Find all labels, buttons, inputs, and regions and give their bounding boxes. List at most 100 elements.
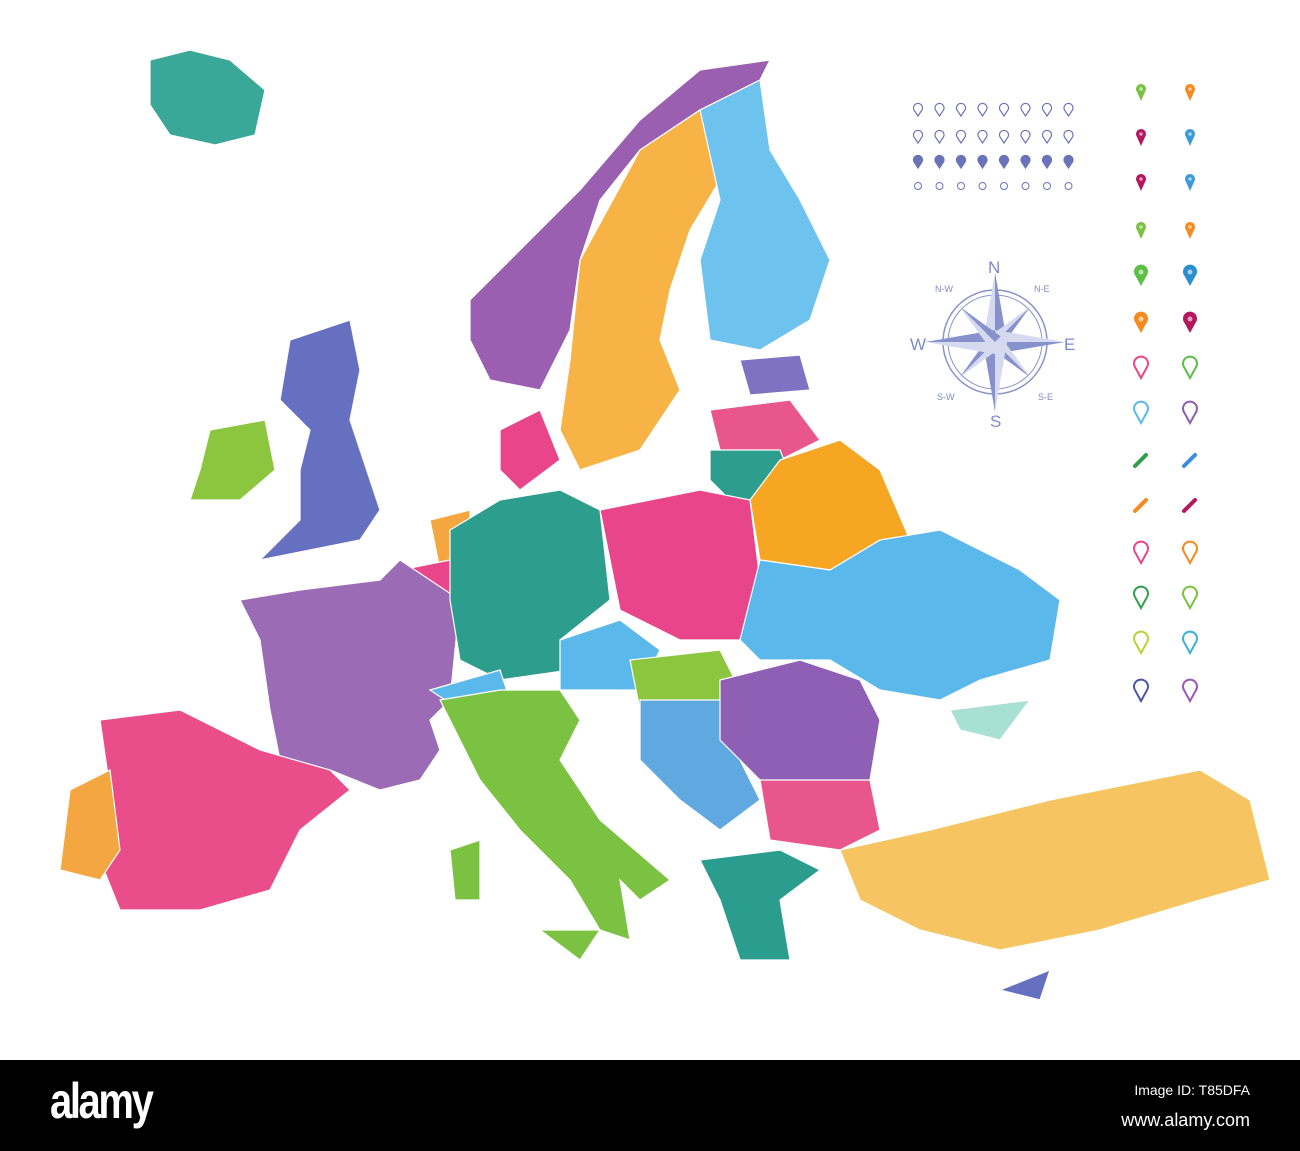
small-marker-icon — [1043, 182, 1051, 190]
location-pin-icon — [1182, 630, 1198, 656]
map-symbol-icon — [977, 102, 988, 118]
region-turkey — [839, 769, 1271, 951]
footer-bar: alamy Image ID: T85DFA www.alamy.com — [0, 1060, 1300, 1151]
compass-point — [995, 330, 1065, 342]
small-marker-icon — [1064, 182, 1073, 190]
location-pin-icon — [1133, 630, 1149, 656]
region-poland — [599, 489, 761, 641]
pin-highlight — [1188, 87, 1192, 91]
map-symbol-icon — [1041, 129, 1053, 145]
map-symbol-icon — [955, 129, 967, 145]
region-denmark — [499, 409, 561, 491]
map-symbol-icon — [955, 154, 967, 170]
compass-east: E — [1064, 335, 1076, 354]
region-bulgaria — [759, 779, 881, 851]
map-symbol-icon — [934, 154, 945, 170]
location-pin-icon — [1183, 264, 1197, 286]
map-symbol-icon — [1020, 129, 1031, 145]
pin-highlight — [1139, 132, 1143, 136]
map-symbol-icon — [912, 102, 924, 118]
region-estonia — [739, 354, 811, 396]
map-symbol-icon — [977, 129, 988, 145]
push-pin-icon — [1182, 498, 1197, 513]
map-symbol-icon — [912, 129, 924, 145]
location-pin-icon — [1136, 83, 1147, 101]
location-pin-icon — [1133, 540, 1149, 566]
region-crimea — [949, 699, 1032, 741]
region-finland — [699, 79, 831, 351]
region-ireland — [189, 419, 276, 501]
location-pin-icon — [1182, 400, 1198, 426]
location-pin-icon — [1182, 540, 1198, 566]
pin-highlight — [1188, 177, 1192, 181]
image-id: Image ID: T85DFA — [1134, 1082, 1250, 1098]
small-marker-icon — [1000, 182, 1008, 190]
pin-highlight — [1139, 177, 1143, 181]
location-pin-icon — [1185, 129, 1195, 146]
push-pin-icon — [1133, 498, 1148, 513]
compass-point — [959, 306, 995, 348]
compass-northwest: N-W — [935, 284, 953, 294]
region-cyprus — [998, 968, 1051, 1001]
region-sweden — [559, 109, 721, 471]
alamy-logo: alamy — [50, 1073, 154, 1129]
region-latvia — [709, 399, 821, 461]
compass-north: N — [988, 258, 1001, 277]
map-symbol-icon — [955, 102, 967, 118]
region-ukraine — [739, 529, 1061, 701]
pin-highlight — [1139, 225, 1143, 229]
pin-highlight — [1187, 316, 1193, 322]
location-pin-icon — [1185, 84, 1195, 101]
small-marker-icon — [914, 182, 922, 190]
europe-map — [59, 49, 1271, 1001]
compass-point — [925, 330, 995, 342]
region-italy — [439, 689, 671, 941]
map-symbol-icon — [1020, 102, 1031, 118]
location-pin-icon — [1133, 678, 1149, 704]
map-symbol-icon — [977, 154, 988, 170]
pin-highlight — [1188, 132, 1192, 136]
website-url: www.alamy.com — [1121, 1110, 1250, 1130]
compass-point — [983, 272, 995, 342]
location-pin-icon — [1133, 355, 1149, 381]
compass-point — [925, 342, 995, 354]
small-marker-icon — [935, 182, 944, 190]
compass-south: S — [990, 412, 1002, 431]
location-pin-icon — [1134, 311, 1148, 333]
map-symbol-icon — [1041, 102, 1053, 118]
location-pin-icon — [1133, 400, 1149, 426]
push-pin-icon — [1182, 453, 1197, 468]
compass-point — [959, 306, 1001, 342]
pin-highlight — [1188, 225, 1192, 229]
pin-highlight — [1187, 269, 1193, 275]
map-symbol-icon — [934, 129, 945, 145]
map-symbol-icon — [1063, 102, 1074, 118]
compass-northeast: N-E — [1034, 284, 1050, 294]
map-symbol-icon — [1020, 154, 1031, 170]
compass-rose-icon — [925, 272, 1065, 412]
compass-southeast: S-E — [1038, 392, 1054, 402]
location-pin-icon — [1133, 585, 1149, 611]
compass-point — [983, 342, 995, 412]
region-united-kingdom — [258, 319, 381, 561]
map-symbol-icon — [998, 129, 1010, 145]
region-sicily — [538, 929, 602, 961]
location-pin-icon — [1136, 173, 1147, 191]
small-marker-icon — [957, 182, 965, 190]
compass-southwest: S-W — [937, 392, 955, 402]
compass-point — [995, 342, 1007, 412]
location-pin-icon — [1136, 221, 1147, 239]
location-pin-icon — [1182, 355, 1198, 381]
location-pin-icon — [1185, 174, 1195, 191]
small-marker-icon — [978, 182, 987, 190]
region-sardinia — [449, 839, 481, 901]
location-pin-icon — [1185, 222, 1195, 239]
push-pin-icon — [1133, 453, 1148, 468]
region-greece — [699, 849, 822, 961]
map-symbol-icon — [1063, 154, 1074, 170]
region-france — [239, 559, 461, 791]
location-pin-icon — [1182, 678, 1198, 704]
map-symbol-icon — [1063, 129, 1074, 145]
location-pin-icon — [1136, 128, 1147, 146]
pin-highlight — [1138, 269, 1144, 275]
